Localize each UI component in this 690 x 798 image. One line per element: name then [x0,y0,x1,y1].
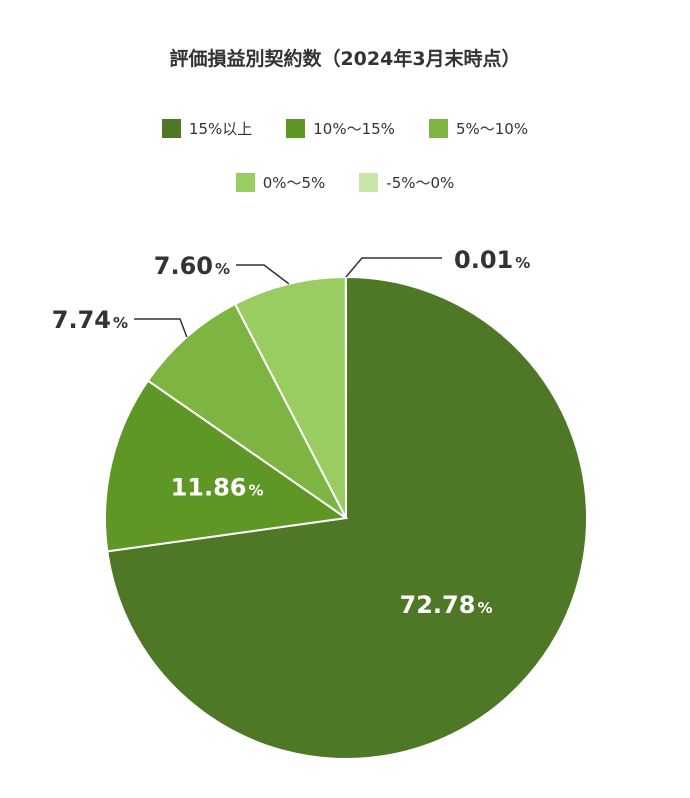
legend-label: 15%以上 [188,120,253,138]
legend-swatch [161,119,181,138]
legend-label: 10%〜15% [313,120,395,138]
pie-slice [104,379,349,553]
data-label: 7.60% [154,252,230,280]
legend-label: 0%〜5% [262,174,326,192]
legend-row: 0%〜5% -5%〜0% [0,172,690,193]
legend-item: 5%〜10% [428,118,529,139]
legend-item: 0%〜5% [235,172,326,193]
legend-swatch [428,119,448,138]
legend-swatch [359,173,379,192]
leader-line [134,318,188,338]
data-label: 11.86% [171,473,264,501]
legend-item: 10%〜15% [286,118,395,139]
leader-line [236,264,290,285]
legend-item: 15%以上 [161,118,253,139]
legend-row: 15%以上 10%〜15% 5%〜10% [0,118,690,139]
data-label: 0.01% [454,246,530,274]
legend-item: -5%〜0% [359,172,454,193]
legend-label: -5%〜0% [386,174,455,192]
legend-swatch [286,119,306,138]
leader-line [345,257,442,278]
pie-slice [233,275,347,519]
chart-title: 評価損益別契約数（2024年3月末時点） [169,48,521,70]
legend-swatch [235,173,255,192]
data-label: 7.74% [52,306,128,334]
data-label: 72.78% [400,591,493,619]
legend-label: 5%〜10% [455,120,529,138]
